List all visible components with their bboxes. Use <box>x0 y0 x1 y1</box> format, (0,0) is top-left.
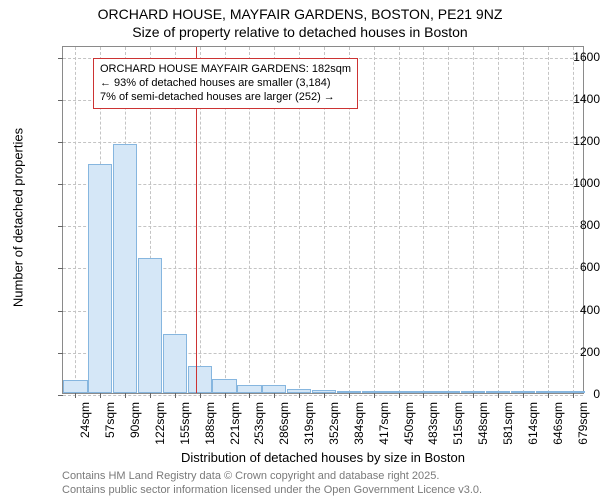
histogram-bar <box>486 391 510 393</box>
grid-line-vertical <box>523 47 524 393</box>
grid-line-horizontal <box>63 395 583 396</box>
x-tick-label: 253sqm <box>252 402 266 445</box>
footnote-line1: Contains HM Land Registry data © Crown c… <box>62 470 439 482</box>
histogram-bar <box>138 258 162 393</box>
histogram-bar <box>337 391 361 393</box>
x-tick-label: 614sqm <box>526 402 540 445</box>
y-tick-mark <box>58 395 63 396</box>
annotation-line3: 7% of semi-detached houses are larger (2… <box>100 91 351 105</box>
y-tick-mark <box>58 268 63 269</box>
x-tick-mark <box>100 393 101 398</box>
x-tick-mark <box>349 393 350 398</box>
histogram-bar <box>312 390 336 393</box>
x-tick-label: 646sqm <box>551 402 565 445</box>
histogram-bar <box>436 391 460 393</box>
x-tick-mark <box>125 393 126 398</box>
footnote-line2: Contains public sector information licen… <box>62 484 482 496</box>
x-tick-label: 548sqm <box>476 402 490 445</box>
y-axis-label: Number of detached properties <box>11 118 26 318</box>
y-tick-mark <box>58 58 63 59</box>
histogram-bar <box>461 391 485 393</box>
x-tick-label: 319sqm <box>302 402 316 445</box>
x-tick-label: 221sqm <box>228 402 242 445</box>
histogram-bar <box>163 334 187 393</box>
histogram-bar <box>188 366 212 393</box>
x-tick-label: 417sqm <box>377 402 391 445</box>
x-tick-label: 679sqm <box>576 402 590 445</box>
grid-line-horizontal <box>63 184 583 185</box>
y-tick-mark <box>58 184 63 185</box>
grid-line-vertical <box>75 47 76 393</box>
y-tick-mark <box>58 353 63 354</box>
x-tick-mark <box>448 393 449 398</box>
histogram-bar <box>63 380 87 393</box>
y-tick-label: 0 <box>546 387 600 401</box>
grid-line-vertical <box>399 47 400 393</box>
x-tick-mark <box>473 393 474 398</box>
x-tick-label: 483sqm <box>426 402 440 445</box>
annotation-box: ORCHARD HOUSE MAYFAIR GARDENS: 182sqm← 9… <box>93 58 358 109</box>
annotation-line1: ORCHARD HOUSE MAYFAIR GARDENS: 182sqm <box>100 63 351 77</box>
x-tick-label: 155sqm <box>178 402 192 445</box>
y-tick-label: 1400 <box>546 92 600 106</box>
x-tick-mark <box>423 393 424 398</box>
y-tick-label: 400 <box>546 303 600 317</box>
grid-line-horizontal <box>63 142 583 143</box>
y-tick-label: 1000 <box>546 176 600 190</box>
x-tick-mark <box>399 393 400 398</box>
x-tick-label: 352sqm <box>327 402 341 445</box>
grid-line-vertical <box>473 47 474 393</box>
y-tick-mark <box>58 142 63 143</box>
x-tick-label: 122sqm <box>153 402 167 445</box>
x-tick-mark <box>75 393 76 398</box>
grid-line-horizontal <box>63 226 583 227</box>
histogram-bar <box>212 379 236 393</box>
x-tick-mark <box>175 393 176 398</box>
y-tick-label: 600 <box>546 260 600 274</box>
chart-title-line2: Size of property relative to detached ho… <box>0 24 600 40</box>
histogram-bar <box>511 391 535 393</box>
grid-line-vertical <box>448 47 449 393</box>
x-tick-label: 57sqm <box>103 402 117 438</box>
x-tick-label: 384sqm <box>352 402 366 445</box>
x-tick-label: 515sqm <box>451 402 465 445</box>
grid-line-vertical <box>498 47 499 393</box>
y-tick-mark <box>58 226 63 227</box>
histogram-bar <box>386 391 410 393</box>
histogram-bar <box>113 144 137 393</box>
annotation-line2: ← 93% of detached houses are smaller (3,… <box>100 77 351 91</box>
x-tick-mark <box>498 393 499 398</box>
y-tick-label: 200 <box>546 345 600 359</box>
y-tick-label: 800 <box>546 218 600 232</box>
grid-line-vertical <box>423 47 424 393</box>
x-tick-mark <box>249 393 250 398</box>
x-tick-label: 581sqm <box>501 402 515 445</box>
histogram-bar <box>411 391 435 393</box>
x-tick-label: 90sqm <box>128 402 142 438</box>
y-tick-mark <box>58 311 63 312</box>
y-tick-label: 1600 <box>546 50 600 64</box>
x-tick-mark <box>150 393 151 398</box>
y-tick-label: 1200 <box>546 134 600 148</box>
histogram-bar <box>237 385 261 393</box>
grid-line-vertical <box>374 47 375 393</box>
histogram-bar <box>88 164 112 393</box>
y-tick-mark <box>58 100 63 101</box>
x-tick-mark <box>523 393 524 398</box>
x-tick-label: 188sqm <box>203 402 217 445</box>
x-tick-label: 286sqm <box>277 402 291 445</box>
x-tick-mark <box>200 393 201 398</box>
x-tick-mark <box>374 393 375 398</box>
x-tick-label: 450sqm <box>402 402 416 445</box>
histogram-bar <box>287 389 311 393</box>
x-tick-mark <box>299 393 300 398</box>
x-axis-label: Distribution of detached houses by size … <box>62 450 584 465</box>
histogram-bar <box>262 385 286 393</box>
histogram-bar <box>362 391 386 393</box>
x-tick-mark <box>225 393 226 398</box>
x-tick-mark <box>324 393 325 398</box>
x-tick-mark <box>274 393 275 398</box>
x-tick-label: 24sqm <box>78 402 92 438</box>
chart-title-line1: ORCHARD HOUSE, MAYFAIR GARDENS, BOSTON, … <box>0 6 600 22</box>
